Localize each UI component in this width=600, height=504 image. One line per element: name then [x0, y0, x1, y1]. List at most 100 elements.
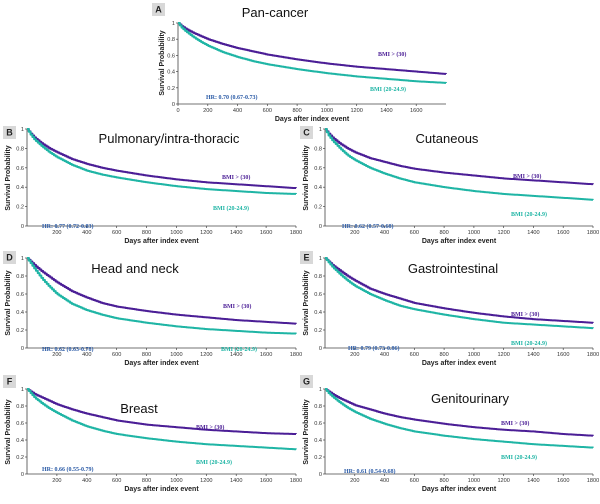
series-label-bmi-over-30: BMI > (30)	[222, 174, 250, 181]
y-tick-label: 0.8	[314, 404, 322, 410]
panel-title: Gastrointestinal	[408, 261, 498, 276]
x-tick-label: 1200	[497, 352, 509, 358]
x-tick-label: 1200	[200, 478, 212, 484]
series-label-bmi-20-24-9: BMI (20-24.9)	[370, 86, 406, 93]
series-label-bmi-over-30: BMI > (30)	[196, 424, 224, 431]
y-axis-title: Survival Probability	[303, 145, 310, 210]
x-tick-label: 800	[142, 478, 151, 484]
x-axis-title: Days after index event	[124, 360, 199, 367]
x-tick-label: 1800	[587, 352, 599, 358]
x-tick-label: 1800	[290, 352, 302, 358]
survival-curve-bmi-20-24-9	[178, 22, 447, 84]
x-tick-label: 1000	[468, 478, 480, 484]
panel-title: Cutaneous	[416, 131, 479, 146]
x-tick-label: 600	[112, 478, 121, 484]
series-label-bmi-over-30: BMI > (30)	[378, 51, 406, 58]
panel-letter: A	[155, 5, 162, 15]
x-tick-label: 400	[82, 230, 91, 236]
panel-letter: B	[6, 128, 13, 138]
x-tick-label: 800	[142, 352, 151, 358]
panel-a: A Pan-cancer 0 0.2 0.4 0.6 0.8 1 0 200 400 600 800 10…	[152, 3, 447, 123]
x-tick-label: 1000	[170, 478, 182, 484]
panel-letter-box	[300, 251, 313, 264]
x-tick-label: 0	[176, 108, 179, 114]
panel-title: Pulmonary/intra-thoracic	[99, 131, 240, 146]
x-tick-label: 1000	[170, 230, 182, 236]
panel-letter-box	[152, 3, 165, 16]
survival-curve-bmi-over-30	[325, 128, 594, 186]
panel-title: Breast	[120, 401, 158, 416]
panel-letter: E	[303, 253, 309, 263]
x-axis-title: Days after index event	[124, 238, 199, 245]
y-tick-label: 0.4	[167, 70, 175, 76]
y-axis-title: Survival Probability	[159, 30, 166, 95]
y-tick-label: 0.4	[314, 185, 322, 191]
hazard-ratio-label: HR: 0.79 (0.73-0.86)	[348, 345, 400, 352]
x-tick-label: 400	[233, 108, 242, 114]
x-tick-label: 1200	[497, 230, 509, 236]
survival-curve-bmi-20-24-9	[27, 257, 297, 335]
series-label-bmi-20-24-9: BMI (20-24.9)	[511, 340, 547, 347]
y-tick-label: 0.4	[16, 185, 24, 191]
y-tick-label: 0.4	[16, 438, 24, 444]
panel-letter: G	[303, 377, 310, 387]
x-tick-label: 600	[263, 108, 272, 114]
x-axis-title: Days after index event	[124, 486, 199, 493]
x-tick-label: 200	[52, 352, 61, 358]
series-label-bmi-20-24-9: BMI (20-24.9)	[196, 459, 232, 466]
panel-letter-box	[3, 126, 16, 139]
x-tick-label: 1400	[230, 230, 242, 236]
y-tick-label: 0	[319, 224, 322, 230]
x-tick-label: 1800	[587, 230, 599, 236]
y-tick-label: 0.8	[314, 274, 322, 280]
survival-curve-bmi-20-24-9	[27, 388, 297, 451]
x-tick-label: 600	[410, 478, 419, 484]
x-tick-label: 600	[112, 352, 121, 358]
x-tick-label: 1400	[527, 478, 539, 484]
y-tick-label: 0.2	[16, 205, 24, 211]
x-tick-label: 1600	[260, 478, 272, 484]
x-tick-label: 1000	[321, 108, 333, 114]
y-tick-label: 0.4	[314, 438, 322, 444]
x-tick-label: 200	[52, 478, 61, 484]
panel-letter-box	[300, 375, 313, 388]
y-tick-label: 0	[319, 472, 322, 478]
x-tick-label: 1400	[230, 478, 242, 484]
series-label-bmi-20-24-9: BMI (20-24.9)	[221, 346, 257, 353]
x-tick-label: 200	[203, 108, 212, 114]
x-tick-label: 1600	[260, 230, 272, 236]
panel-letter: D	[6, 253, 13, 263]
x-tick-label: 1600	[410, 108, 422, 114]
x-tick-label: 400	[380, 352, 389, 358]
hazard-ratio-label: HR: 0.77 (0.72-0.83)	[42, 223, 94, 230]
x-tick-label: 1200	[350, 108, 362, 114]
x-tick-label: 200	[52, 230, 61, 236]
y-tick-label: 1	[21, 387, 24, 393]
x-tick-label: 800	[292, 108, 301, 114]
y-axis-title: Survival Probability	[5, 270, 12, 335]
y-tick-label: 0.6	[314, 292, 322, 298]
series-label-bmi-over-30: BMI > (30)	[511, 311, 539, 318]
y-tick-label: 1	[21, 256, 24, 262]
hazard-ratio-label: HR: 0.61 (0.54-0.68)	[344, 468, 396, 475]
panel-letter: C	[303, 128, 310, 138]
survival-curve-bmi-20-24-9	[325, 128, 594, 201]
y-tick-label: 0.8	[16, 404, 24, 410]
x-tick-label: 1400	[527, 230, 539, 236]
panel-letter: F	[7, 377, 13, 387]
x-tick-label: 200	[350, 352, 359, 358]
y-axis-title: Survival Probability	[303, 270, 310, 335]
x-tick-label: 1600	[557, 478, 569, 484]
y-tick-label: 0.4	[16, 310, 24, 316]
x-tick-label: 1400	[527, 352, 539, 358]
panel-title: Pan-cancer	[242, 5, 309, 20]
x-tick-label: 600	[112, 230, 121, 236]
y-tick-label: 0.2	[167, 86, 175, 92]
hazard-ratio-label: HR: 0.70 (0.67-0.73)	[206, 94, 258, 101]
survival-curve-bmi-over-30	[178, 22, 447, 75]
y-tick-label: 0	[21, 346, 24, 352]
survival-curve-bmi-20-24-9	[27, 128, 297, 195]
